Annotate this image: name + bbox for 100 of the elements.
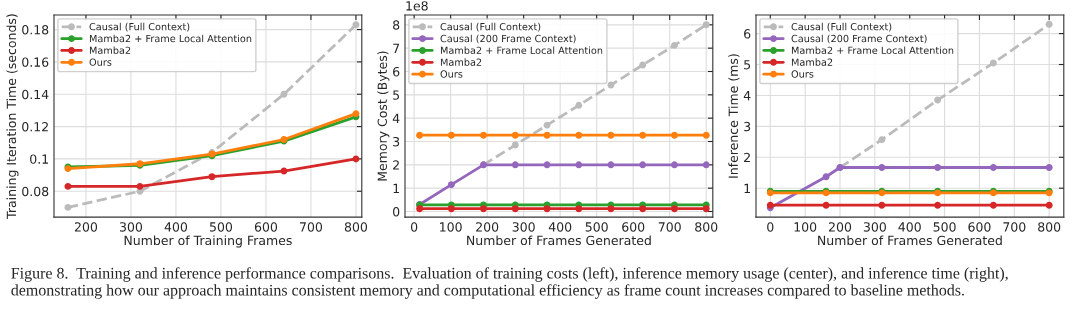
point [511,161,519,169]
point [639,205,647,213]
point [934,201,942,209]
x-tick-label: 600 [622,222,645,232]
point [447,131,455,139]
x-tick-label: 800 [344,222,368,232]
point [575,101,583,109]
point [136,182,144,190]
point [511,141,519,149]
point [670,161,678,169]
point [575,205,583,213]
point [702,21,710,29]
y-tick-label: 6 [393,66,400,77]
x-tick-label: 700 [658,222,681,232]
y-tick-label: 1 [744,183,750,193]
y-tick-label: 5 [393,90,400,100]
point [511,205,519,213]
point [822,173,830,181]
point [989,201,997,209]
point [639,161,647,169]
point [670,205,678,213]
point [878,136,886,144]
point [607,161,615,169]
x-tick-label: 800 [695,222,718,232]
point [989,164,997,171]
point [934,164,942,171]
x-tick-label: 500 [585,222,608,232]
legend-label: Ours [791,70,814,78]
x-tick-label: 400 [548,222,572,232]
x-tick-label: 500 [209,222,233,232]
x-tick-label: 600 [968,222,991,232]
x-axis-title: Number of Frames Generated [467,235,651,246]
point [670,131,678,139]
point [989,59,997,67]
y-tick-label: 4 [743,91,751,101]
point [447,181,455,189]
x-tick-label: 300 [512,222,535,232]
y-tick-label: 2 [744,152,750,163]
legend-label: Mamba2 + Frame Local Attention [440,46,603,55]
x-axis-title: Number of Training Frames [124,235,292,248]
point [64,182,72,190]
point [480,131,487,139]
y-tick-label: 2 [393,160,399,170]
x-tick-label: 100 [440,222,462,232]
point [702,131,710,139]
point [878,164,886,171]
y-tick-label: 1 [393,183,399,193]
x-tick-label: 800 [1038,222,1061,232]
x-tick-label: 700 [1003,222,1026,232]
legend-label: Causal (200 Frame Context) [791,34,927,44]
point [543,131,551,139]
y-tick-label: 0.1 [30,154,48,164]
point [280,90,288,98]
point [64,203,72,211]
y-tick-label: 5 [744,60,751,70]
x-tick-label: 200 [829,222,852,232]
x-tick-label: 300 [863,222,886,232]
legend-label: Mamba2 + Frame Local Attention [89,34,252,43]
x-tick-label: 100 [794,222,817,232]
point [480,205,487,213]
y-tick-label: 0 [393,206,400,217]
x-tick-label: 200 [74,222,98,232]
point [1045,20,1053,28]
x-tick-label: 700 [300,222,323,232]
point [543,205,551,213]
point [416,205,424,213]
y-tick-label: 6 [744,29,751,39]
point [702,161,710,169]
x-tick-label: 300 [119,222,143,232]
y-tick-label: 3 [744,121,751,132]
x-tick-label: 0 [767,222,774,232]
point [511,131,519,139]
y-tick-label: 8 [393,20,400,30]
legend-label: Ours [89,58,112,66]
point [878,201,886,209]
x-tick-label: 200 [476,222,499,232]
point [670,41,678,49]
x-tick-label: 500 [933,222,956,232]
point [607,131,615,139]
legend-label: Mamba2 [440,58,482,66]
x-tick-label: 400 [898,222,921,232]
y-tick-label: 4 [392,113,400,123]
point [447,205,455,213]
x-tick-label: 400 [164,222,188,232]
x-tick-label: 600 [254,222,278,232]
point [934,96,942,104]
y-axis-title: Training Iteration Time (seconds) [6,14,19,219]
legend-label: Causal (Full Context) [440,22,541,32]
point [1045,201,1053,209]
y-tick-label: 0.18 [22,25,49,35]
y-tick-label: 0.12 [22,122,48,132]
x-tick-label: 0 [410,222,418,232]
text: 1e8 [406,1,428,11]
y-axis-title: Memory Cost (Bytes) [377,51,390,181]
point [416,131,424,139]
y-tick-label: 0.14 [22,89,49,100]
legend-label: Causal (200 Frame Context) [440,34,576,44]
point [822,201,830,209]
x-axis-title: Number of Frames Generated [818,235,1002,246]
legend-label: Ours [440,70,463,78]
